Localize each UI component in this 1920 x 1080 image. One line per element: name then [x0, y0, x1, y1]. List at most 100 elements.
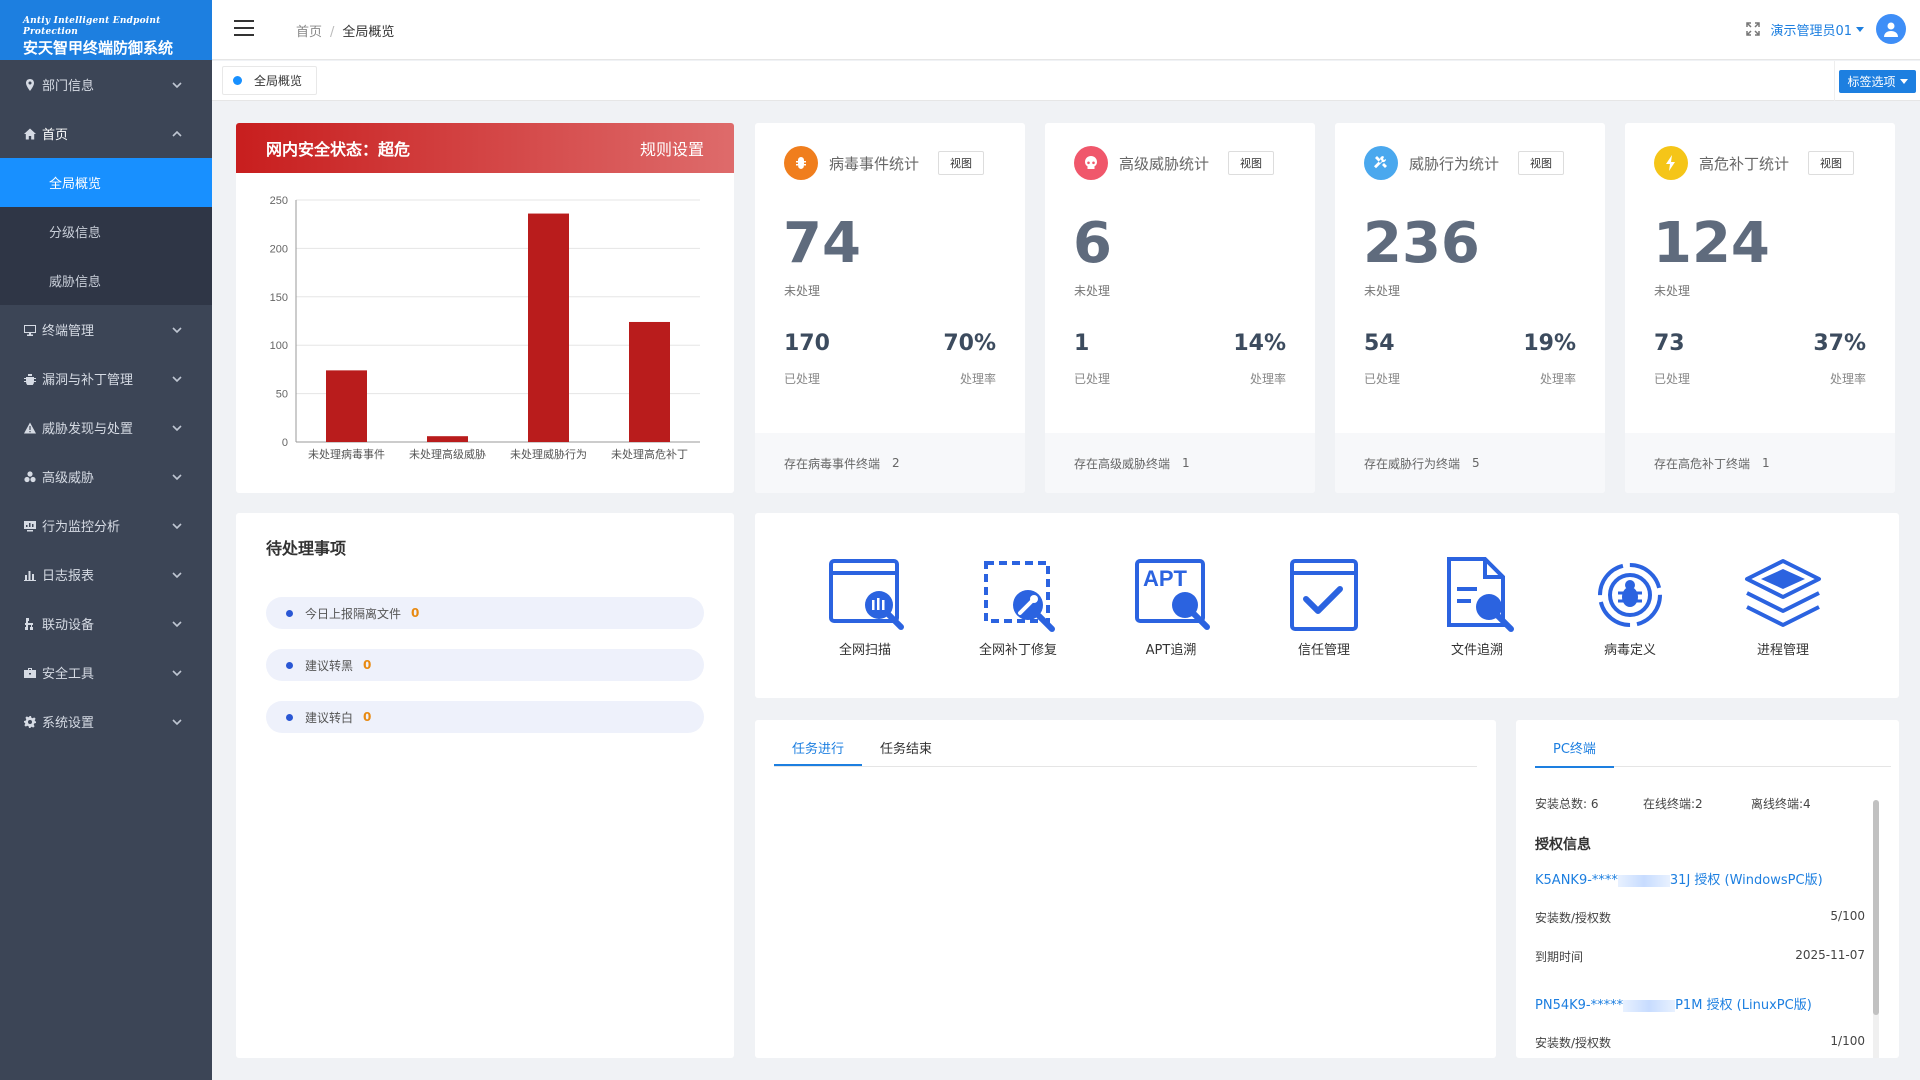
pc-scrollbar[interactable] — [1873, 800, 1879, 1058]
processing-rate: 37% — [1813, 331, 1866, 356]
fullscreen-icon[interactable] — [1746, 22, 1761, 36]
tag-options-label: 标签选项 — [1847, 74, 1896, 89]
tasks-tabs: 任务进行 任务结束 — [774, 734, 1477, 767]
sidebar-item-home[interactable]: 首页 — [0, 109, 212, 158]
rules-settings-link[interactable]: 规则设置 — [639, 140, 704, 159]
sidebar-item-behavior[interactable]: 行为监控分析 — [0, 501, 212, 550]
bar-0[interactable] — [326, 370, 367, 442]
sidebar-submenu-home: 全局概览 分级信息 威胁信息 — [0, 158, 212, 305]
tool-network-scan[interactable]: 全网扫描 — [805, 553, 925, 658]
sidebar-item-settings[interactable]: 系统设置 — [0, 697, 212, 746]
installs-label: 安装数/授权数 — [1535, 1036, 1612, 1050]
y-tick-label: 50 — [276, 389, 288, 401]
link-icon — [24, 617, 36, 630]
processing-rate: 19% — [1523, 331, 1576, 356]
bar-2[interactable] — [528, 213, 569, 442]
quick-tools-card: 全网扫描 全网补丁修复 APT APT追溯 信任管理 文件追溯 病毒定义 进程管… — [755, 513, 1899, 698]
tab-tasks-finished[interactable]: 任务结束 — [880, 742, 933, 757]
pending-item-quarantine[interactable]: 今日上报隔离文件 0 — [266, 597, 704, 629]
avatar[interactable] — [1876, 14, 1906, 44]
sidebar-subitem-threats[interactable]: 威胁信息 — [49, 275, 102, 290]
pending-item-whitelist[interactable]: 建议转白 0 — [266, 701, 704, 733]
breadcrumb: 首页 / 全局概览 — [296, 21, 394, 40]
tool-label: 病毒定义 — [1603, 643, 1656, 658]
footer-label: 存在威胁行为终端 — [1364, 456, 1461, 471]
processed-count: 54 — [1364, 331, 1395, 356]
logo-cn: 安天智甲终端防御系统 — [23, 39, 174, 57]
user-menu[interactable]: 演示管理员01 — [1770, 20, 1876, 39]
tools-icon — [1364, 146, 1398, 180]
tool-patch-repair[interactable]: 全网补丁修复 — [958, 553, 1078, 658]
pending-item-label: 建议转白 — [305, 710, 354, 725]
sidebar-item-terminal[interactable]: 终端管理 — [0, 305, 212, 354]
location-pin-icon — [24, 78, 36, 91]
warning-icon — [24, 422, 36, 434]
sidebar-item-advanced-threat[interactable]: 高级威胁 — [0, 452, 212, 501]
tool-file-trace[interactable]: 文件追溯 — [1417, 553, 1537, 658]
sidebar-subitem-overview[interactable]: 全局概览 — [0, 158, 212, 207]
sidebar-item-logs[interactable]: 日志报表 — [0, 550, 212, 599]
sidebar-item-security-tools[interactable]: 安全工具 — [0, 648, 212, 697]
license-windows-link[interactable]: K5ANK9-**** 31J 授权 (WindowsPC版) — [1535, 869, 1823, 888]
footer-label: 存在病毒事件终端 — [784, 456, 881, 471]
tool-virus-definition[interactable]: 病毒定义 — [1570, 553, 1690, 658]
chevron-down-icon — [172, 471, 182, 481]
apt-trace-icon: APT — [1135, 559, 1210, 630]
pending-item-blacklist[interactable]: 建议转黑 0 — [266, 649, 704, 681]
tags-bar: 全局概览 标签选项 — [212, 61, 1920, 101]
expire-value: 2025-11-07 — [1795, 948, 1865, 962]
tool-process-management[interactable]: 进程管理 — [1723, 553, 1843, 658]
processing-rate-label: 处理率 — [1829, 372, 1866, 386]
view-button[interactable]: 视图 — [1808, 151, 1855, 175]
installs-value: 1/100 — [1830, 1034, 1865, 1048]
y-tick-label: 0 — [282, 437, 288, 449]
footer-label: 存在高级威胁终端 — [1074, 456, 1171, 471]
license-key-start: K5ANK9-**** — [1535, 873, 1618, 888]
tool-apt-trace[interactable]: APT APT追溯 — [1111, 553, 1231, 658]
tab-tasks-running[interactable]: 任务进行 — [774, 734, 863, 766]
stat-card-0: 病毒事件统计 视图 74 未处理 170 已处理 70% 处理率 存在病毒事件终端 2 — [755, 123, 1025, 493]
stat-card-1: 高级威胁统计 视图 6 未处理 1 已处理 14% 处理率 存在高级威胁终端 1 — [1045, 123, 1315, 493]
installs-value: 5/100 — [1830, 909, 1865, 923]
online-count: 在线终端:2 — [1643, 797, 1703, 811]
stat-footer: 存在威胁行为终端 5 — [1335, 433, 1605, 493]
security-status-title: 网内安全状态：超危 — [266, 140, 411, 159]
svg-text:APT: APT — [1143, 566, 1188, 591]
unprocessed-count: 124 — [1653, 211, 1770, 276]
logo[interactable]: Antiy Intelligent Endpoint Protection 安天… — [0, 0, 212, 60]
view-button[interactable]: 视图 — [938, 151, 985, 175]
offline-count: 离线终端:4 — [1751, 797, 1811, 811]
sidebar-item-label: 终端管理 — [42, 324, 95, 339]
processing-rate-label: 处理率 — [1539, 372, 1576, 386]
view-button[interactable]: 视图 — [1518, 151, 1565, 175]
sidebar-item-vuln[interactable]: 漏洞与补丁管理 — [0, 354, 212, 403]
view-button[interactable]: 视图 — [1228, 151, 1275, 175]
chevron-down-icon — [172, 667, 182, 677]
sidebar-item-threat-discovery[interactable]: 威胁发现与处置 — [0, 403, 212, 452]
tool-label: 信任管理 — [1297, 643, 1350, 658]
scrollbar-thumb[interactable] — [1873, 800, 1879, 1015]
sidebar-subitem-levels[interactable]: 分级信息 — [49, 226, 102, 241]
license-linux-link[interactable]: PN54K9-***** P1M 授权 (LinuxPC版) — [1535, 994, 1812, 1013]
bar-1[interactable] — [427, 436, 468, 442]
stat-header: 高级威胁统计 视图 — [1074, 146, 1275, 180]
menu-toggle-icon[interactable] — [234, 20, 254, 36]
redaction-mask — [1617, 874, 1670, 887]
tag-options-button[interactable]: 标签选项 — [1839, 69, 1916, 93]
tag-overview[interactable]: 全局概览 — [222, 66, 318, 95]
home-icon — [24, 128, 36, 140]
tab-pc-terminals[interactable]: PC终端 — [1535, 734, 1614, 768]
header-right: 演示管理员01 — [1746, 14, 1906, 44]
gear-icon — [24, 715, 36, 728]
y-tick-label: 150 — [270, 292, 288, 304]
sidebar-item-linkage[interactable]: 联动设备 — [0, 599, 212, 648]
tool-trust-management[interactable]: 信任管理 — [1264, 553, 1384, 658]
sidebar-item-dept[interactable]: 部门信息 — [0, 60, 212, 109]
tool-label: 全网补丁修复 — [978, 643, 1057, 658]
stat-title: 病毒事件统计 — [829, 154, 920, 173]
patch-repair-icon — [984, 561, 1055, 632]
bar-3[interactable] — [629, 321, 670, 442]
sidebar-nav: 部门信息 首页 — [0, 60, 212, 158]
breadcrumb-home[interactable]: 首页 — [296, 25, 323, 40]
pending-items-card: 待处理事项 今日上报隔离文件 0 建议转黑 0 建议转白 0 — [236, 513, 734, 1058]
